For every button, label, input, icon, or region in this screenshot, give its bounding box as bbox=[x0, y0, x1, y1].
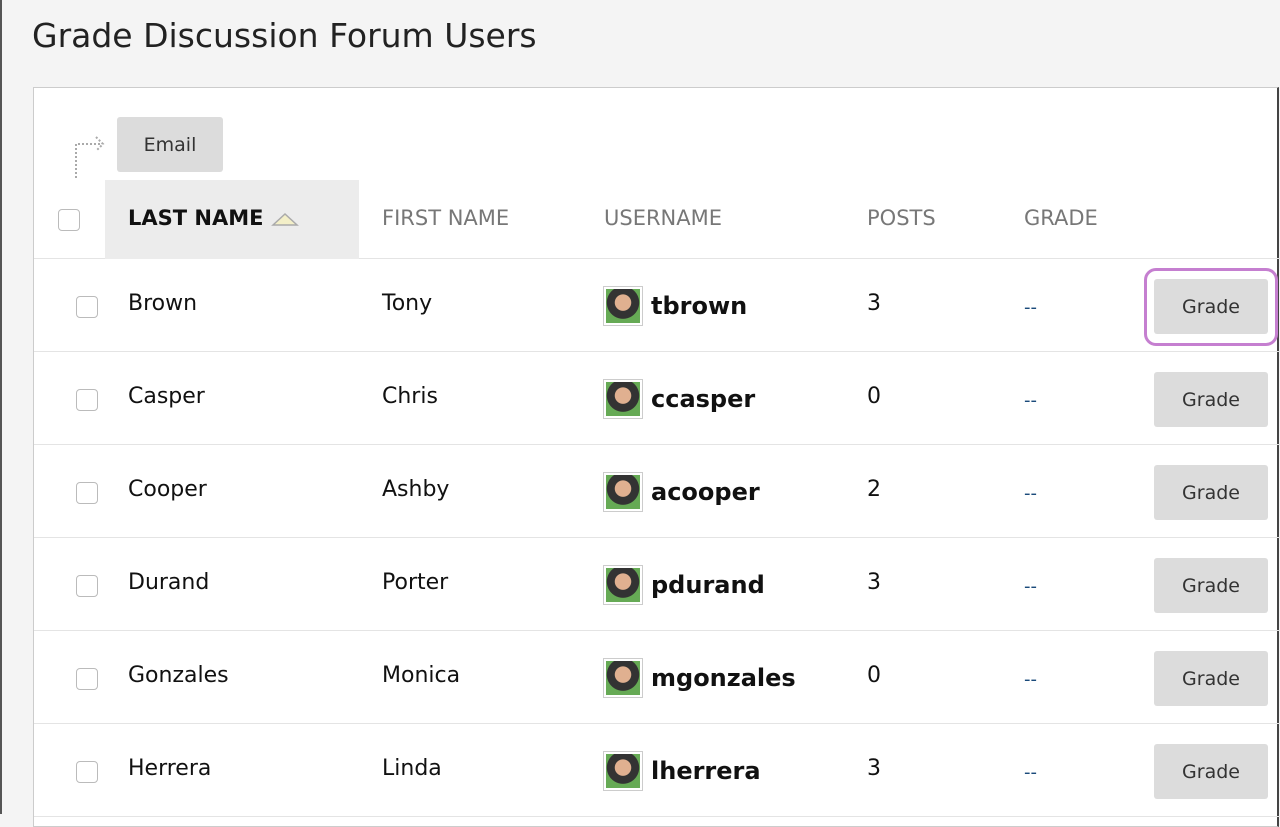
table-row: Durand Porter pdurand 3 -- Grade bbox=[34, 538, 1280, 631]
username: ccasper bbox=[651, 385, 756, 413]
username: acooper bbox=[651, 478, 760, 506]
column-header-posts[interactable]: POSTS bbox=[867, 206, 936, 230]
last-name-label[interactable]: LAST NAME bbox=[128, 206, 264, 230]
grade-button[interactable]: Grade bbox=[1154, 279, 1268, 334]
table-row: Brown Tony tbrown 3 -- Grade bbox=[34, 259, 1280, 352]
grade-value: -- bbox=[1024, 669, 1037, 690]
avatar bbox=[603, 658, 643, 698]
table-row: Cooper Ashby acooper 2 -- Grade bbox=[34, 445, 1280, 538]
grade-button[interactable]: Grade bbox=[1154, 465, 1268, 520]
grade-button[interactable]: Grade bbox=[1154, 651, 1268, 706]
column-header-last-name[interactable]: LAST NAME bbox=[128, 206, 299, 230]
selected-action-arrow-icon bbox=[75, 136, 105, 178]
row-checkbox[interactable] bbox=[76, 761, 98, 783]
grade-button[interactable]: Grade bbox=[1154, 558, 1268, 613]
sorted-column-background bbox=[105, 180, 359, 259]
last-name: Gonzales bbox=[128, 663, 229, 688]
first-name: Porter bbox=[382, 570, 449, 595]
email-button[interactable]: Email bbox=[117, 117, 223, 172]
last-name: Cooper bbox=[128, 477, 207, 502]
posts-count: 3 bbox=[867, 756, 881, 781]
posts-count: 0 bbox=[867, 384, 881, 409]
username-cell: acooper bbox=[603, 472, 760, 512]
grade-value: -- bbox=[1024, 297, 1037, 318]
row-checkbox[interactable] bbox=[76, 389, 98, 411]
row-checkbox[interactable] bbox=[76, 575, 98, 597]
posts-count: 0 bbox=[867, 663, 881, 688]
avatar bbox=[603, 472, 643, 512]
table-row: Gonzales Monica mgonzales 0 -- Grade bbox=[34, 631, 1280, 724]
highlight-outline bbox=[1144, 268, 1278, 346]
last-name: Brown bbox=[128, 291, 198, 316]
grade-button[interactable]: Grade bbox=[1154, 372, 1268, 427]
username: tbrown bbox=[651, 292, 748, 320]
last-name: Durand bbox=[128, 570, 210, 595]
first-name: Linda bbox=[382, 756, 442, 781]
grade-value: -- bbox=[1024, 576, 1037, 597]
username-cell: tbrown bbox=[603, 286, 747, 326]
column-header-grade[interactable]: GRADE bbox=[1024, 206, 1098, 230]
last-name: Herrera bbox=[128, 756, 212, 781]
avatar bbox=[603, 379, 643, 419]
username-cell: pdurand bbox=[603, 565, 765, 605]
table-row: Casper Chris ccasper 0 -- Grade bbox=[34, 352, 1280, 445]
first-name: Chris bbox=[382, 384, 438, 409]
column-header-username[interactable]: USERNAME bbox=[604, 206, 723, 230]
username: lherrera bbox=[651, 757, 761, 785]
grade-value: -- bbox=[1024, 390, 1037, 411]
table-header: LAST NAME FIRST NAME USERNAME POSTS GRAD… bbox=[34, 180, 1280, 259]
row-checkbox[interactable] bbox=[76, 296, 98, 318]
page-title: Grade Discussion Forum Users bbox=[32, 16, 537, 55]
username-cell: mgonzales bbox=[603, 658, 796, 698]
first-name: Monica bbox=[382, 663, 461, 688]
column-header-first-name[interactable]: FIRST NAME bbox=[382, 206, 510, 230]
posts-count: 3 bbox=[867, 291, 881, 316]
posts-count: 3 bbox=[867, 570, 881, 595]
avatar bbox=[603, 565, 643, 605]
first-name: Ashby bbox=[382, 477, 450, 502]
username-cell: lherrera bbox=[603, 751, 761, 791]
username-cell: ccasper bbox=[603, 379, 755, 419]
grade-value: -- bbox=[1024, 762, 1037, 783]
row-checkbox[interactable] bbox=[76, 482, 98, 504]
grade-value: -- bbox=[1024, 483, 1037, 504]
avatar bbox=[603, 286, 643, 326]
select-all-checkbox[interactable] bbox=[58, 209, 80, 231]
username: mgonzales bbox=[651, 664, 796, 692]
users-panel: Email LAST NAME FIRST NAME USERNAME POST… bbox=[33, 87, 1280, 827]
username: pdurand bbox=[651, 571, 765, 599]
avatar bbox=[603, 751, 643, 791]
sort-ascending-icon[interactable] bbox=[270, 211, 299, 227]
posts-count: 2 bbox=[867, 477, 881, 502]
first-name: Tony bbox=[382, 291, 433, 316]
last-name: Casper bbox=[128, 384, 205, 409]
row-checkbox[interactable] bbox=[76, 668, 98, 690]
grade-button[interactable]: Grade bbox=[1154, 744, 1268, 799]
table-row: Herrera Linda lherrera 3 -- Grade bbox=[34, 724, 1280, 817]
